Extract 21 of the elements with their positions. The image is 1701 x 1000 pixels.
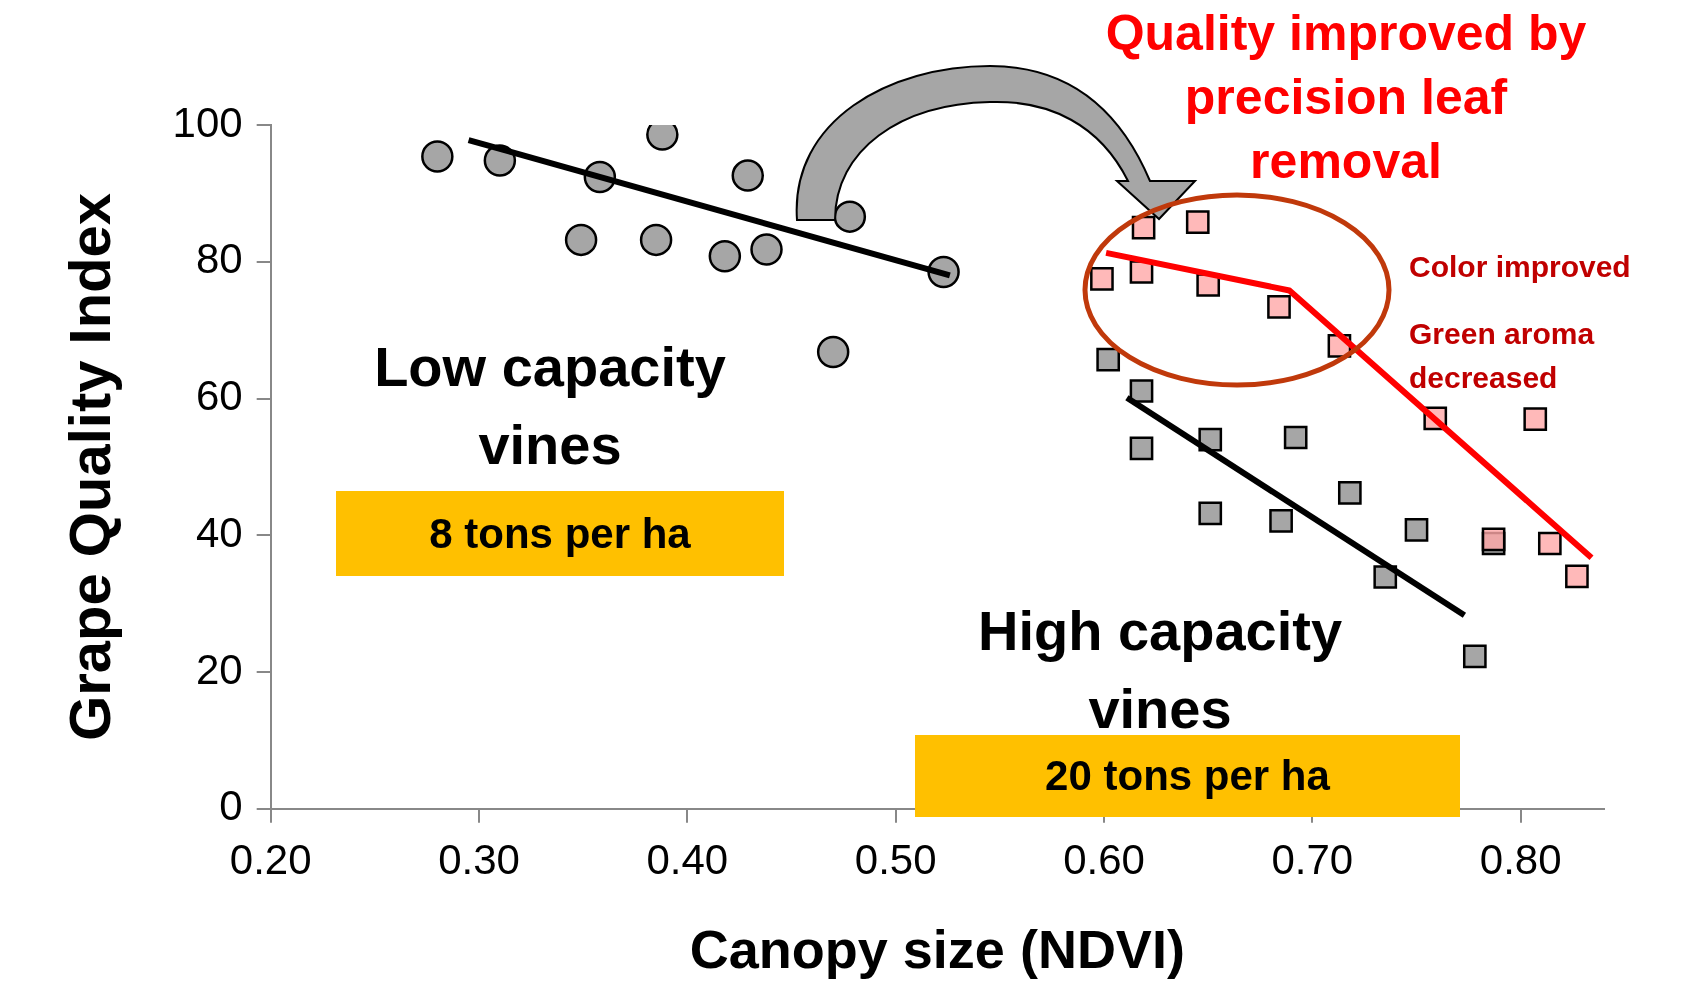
x-tick-label: 0.30: [438, 835, 520, 883]
y-tick-label: 20: [195, 645, 243, 693]
x-tick-label: 0.60: [1063, 835, 1145, 883]
x-tick-label: 0.80: [1479, 835, 1562, 883]
y-tick-label: 0: [219, 782, 243, 830]
y-tick-label: 40: [195, 508, 243, 556]
y-tick-label: 100: [172, 98, 243, 146]
annotation: High capacity vines: [976, 598, 1344, 742]
x-tick-label: 0.70: [1271, 835, 1354, 883]
x-tick-label: 0.50: [854, 835, 937, 883]
annotation: Color improved: [1409, 249, 1632, 285]
x-axis-title: Canopy size (NDVI): [689, 919, 1185, 980]
y-tick-label: 80: [195, 235, 243, 283]
annotation: Green aroma decreased: [1409, 316, 1596, 396]
y-axis-title: Grape Quality Index: [56, 192, 122, 741]
annotation: Quality improved by precision leaf removal: [1104, 4, 1588, 191]
x-tick-label: 0.40: [646, 835, 729, 883]
annotation: 20 tons per ha: [1045, 752, 1330, 799]
annotation: Low capacity vines: [373, 334, 727, 478]
y-tick-label: 60: [195, 372, 243, 420]
x-tick-label: 0.20: [229, 835, 312, 883]
